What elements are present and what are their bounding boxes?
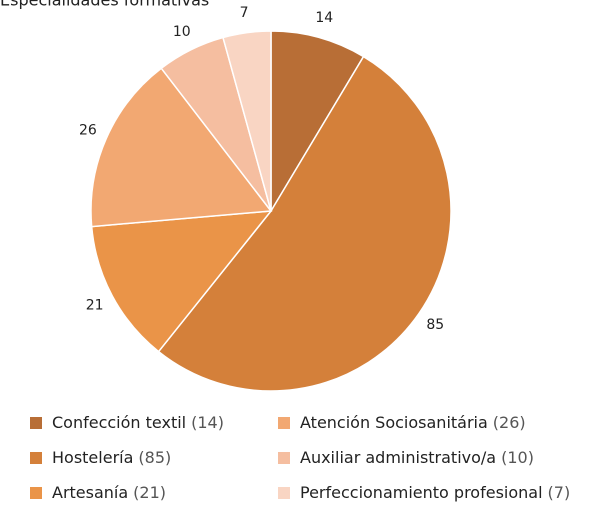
pie-slice [270,30,365,214]
legend-label: Auxiliar administrativo/a (10) [300,448,534,467]
legend-name: Atención Sociosanitária [300,413,488,432]
pie-slice [222,30,272,212]
legend-label: Artesanía (21) [52,483,166,502]
legend-value: (21) [133,483,166,502]
legend-swatch [278,452,290,464]
data-label: 14 [315,10,333,26]
legend-value: (26) [493,413,526,432]
data-label: 85 [426,317,444,333]
pie-slice [157,55,452,392]
legend-name: Auxiliar administrativo/a [300,448,496,467]
legend-swatch [30,487,42,499]
legend-name: Hostelería [52,448,133,467]
data-label: 21 [86,297,104,313]
legend-label: Perfeccionamiento profesional (7) [300,483,570,502]
legend-value: (7) [548,483,571,502]
legend-value: (14) [191,413,224,432]
legend-swatch [30,452,42,464]
pie-slice [90,67,273,228]
legend-swatch [278,487,290,499]
legend-name: Confección textil [52,413,186,432]
data-label: 7 [240,5,249,21]
chart-title: Especialidades formativas [0,0,209,10]
legend-name: Perfeccionamiento profesional [300,483,543,502]
legend-name: Artesanía [52,483,128,502]
data-label: 26 [79,122,97,138]
legend-label: Hostelería (85) [52,448,171,467]
data-label: 10 [173,24,191,40]
legend-swatch [30,417,42,429]
legend-label: Confección textil (14) [52,413,224,432]
legend-swatch [278,417,290,429]
legend-label: Atención Sociosanitária (26) [300,413,526,432]
legend-value: (85) [138,448,171,467]
pie-slice [90,210,273,353]
legend-value: (10) [501,448,534,467]
